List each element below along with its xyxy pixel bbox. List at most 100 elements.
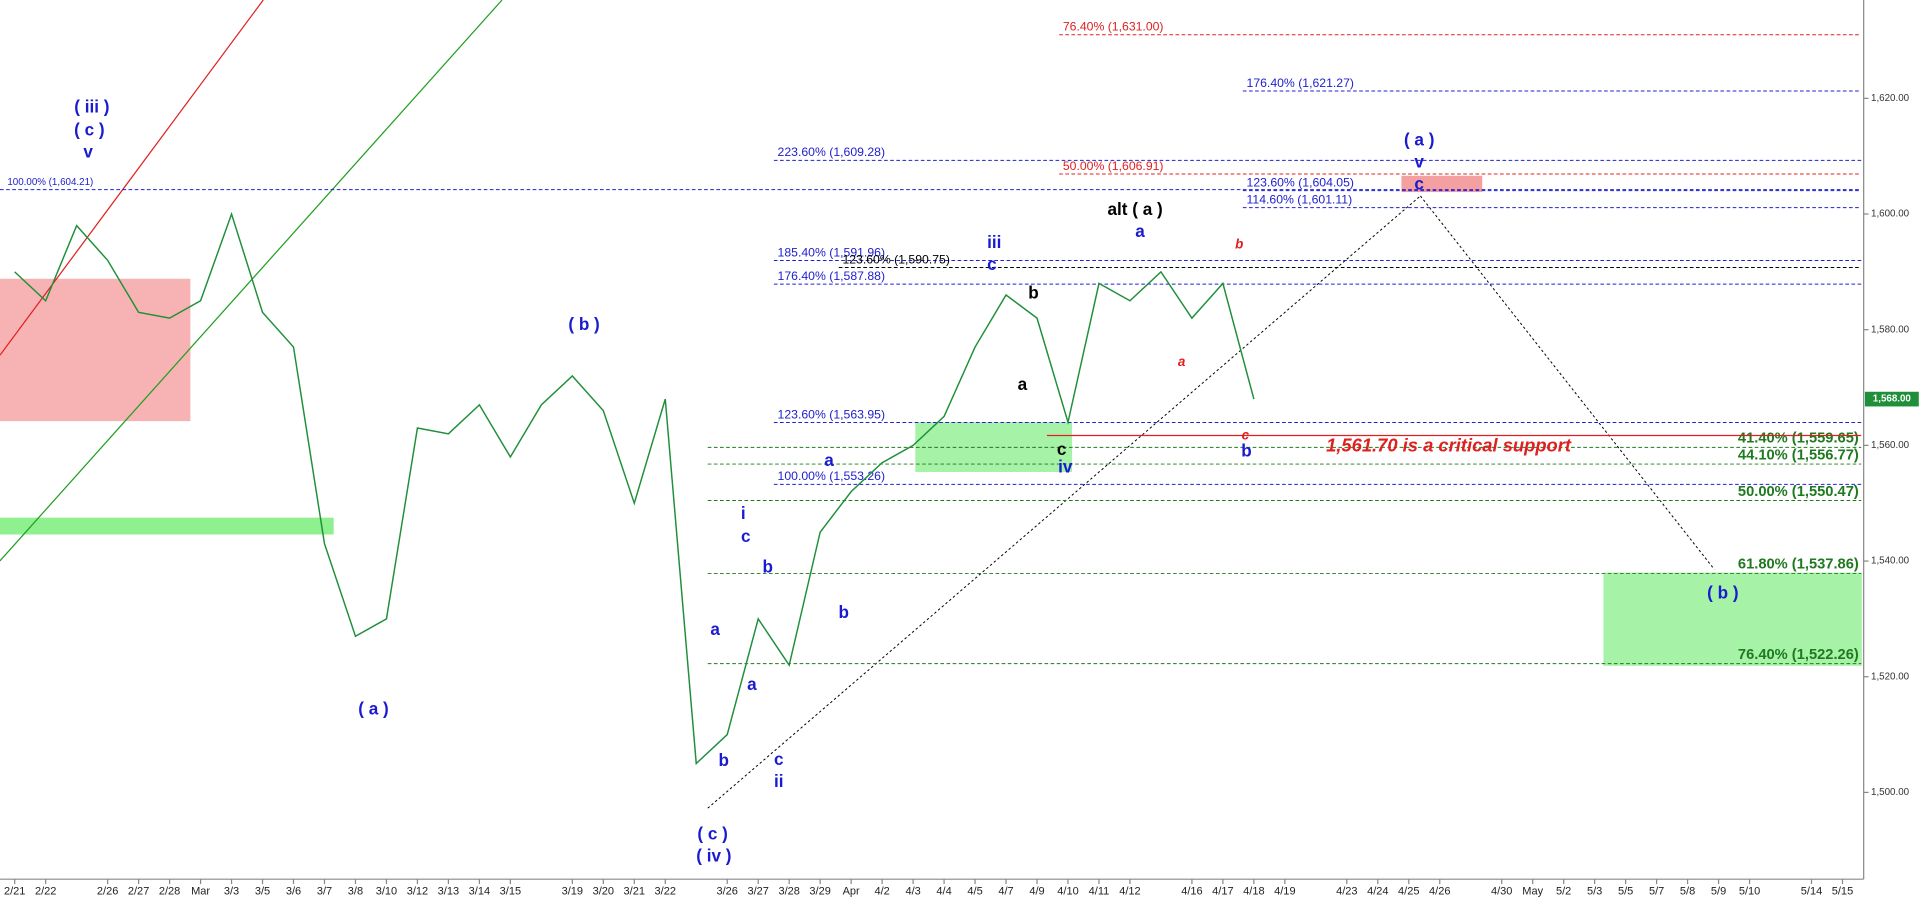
zone bbox=[0, 278, 191, 422]
wave-label: ( c ) bbox=[74, 120, 104, 140]
x-tick-label: 3/10 bbox=[376, 885, 397, 897]
x-tick-label: 4/17 bbox=[1212, 885, 1233, 897]
x-tick-label: 4/2 bbox=[874, 885, 889, 897]
x-tick-label: 4/9 bbox=[1029, 885, 1044, 897]
zone bbox=[1603, 572, 1862, 666]
wave-label: c bbox=[741, 526, 751, 546]
price-tag-label: 1,568.00 bbox=[1873, 394, 1912, 405]
x-tick-label: 3/20 bbox=[593, 885, 614, 897]
y-tick-label: 1,580.00 bbox=[1871, 324, 1910, 335]
wave-label: i bbox=[741, 503, 746, 523]
y-tick-label: 1,500.00 bbox=[1871, 787, 1910, 798]
x-tick-label: 3/5 bbox=[255, 885, 270, 897]
y-tick-label: 1,520.00 bbox=[1871, 671, 1910, 682]
wave-label: b bbox=[718, 750, 728, 770]
x-tick-label: 5/15 bbox=[1832, 885, 1853, 897]
x-tick-label: Mar bbox=[191, 885, 210, 897]
y-tick-label: 1,620.00 bbox=[1871, 93, 1910, 104]
trend-line bbox=[0, 0, 503, 562]
level-label: 185.40% (1,591.96) bbox=[778, 245, 885, 259]
zone bbox=[1401, 175, 1483, 193]
x-tick-label: 4/4 bbox=[936, 885, 951, 897]
x-tick-label: 2/27 bbox=[128, 885, 149, 897]
wave-label: ( b ) bbox=[1707, 582, 1738, 602]
wave-label: a bbox=[824, 450, 834, 470]
x-tick-label: 5/9 bbox=[1711, 885, 1726, 897]
x-tick-label: 4/24 bbox=[1367, 885, 1388, 897]
level-label: 100.00% (1,553.26) bbox=[778, 469, 885, 483]
wave-label: a bbox=[1018, 374, 1028, 394]
x-tick-label: 4/19 bbox=[1274, 885, 1295, 897]
price-line bbox=[14, 211, 1255, 766]
wave-label: ( b ) bbox=[568, 314, 599, 334]
level-label: 41.40% (1,559.65) bbox=[1738, 431, 1859, 447]
level-label: 176.40% (1,621.27) bbox=[1247, 76, 1354, 90]
level-label: 223.60% (1,609.28) bbox=[778, 145, 885, 159]
level-label: 61.80% (1,537.86) bbox=[1738, 557, 1859, 573]
x-tick-label: 3/14 bbox=[469, 885, 490, 897]
level-label: 100.00% (1,604.21) bbox=[7, 177, 93, 188]
x-tick-label: 3/22 bbox=[655, 885, 676, 897]
y-tick-label: 1,560.00 bbox=[1871, 440, 1910, 451]
zone bbox=[0, 517, 334, 535]
wave-label: c bbox=[1414, 173, 1424, 193]
x-tick-label: 5/2 bbox=[1556, 885, 1571, 897]
wave-label: ( a ) bbox=[1404, 129, 1434, 149]
x-tick-label: 3/8 bbox=[348, 885, 363, 897]
level-label: 76.40% (1,522.26) bbox=[1738, 647, 1859, 663]
x-tick-label: 5/5 bbox=[1618, 885, 1633, 897]
wave-label: a bbox=[747, 674, 757, 694]
x-tick-label: 3/21 bbox=[624, 885, 645, 897]
x-tick-label: 4/7 bbox=[998, 885, 1013, 897]
level-label: 123.60% (1,604.05) bbox=[1247, 175, 1354, 189]
x-tick-label: 4/12 bbox=[1119, 885, 1140, 897]
level-label: 123.60% (1,590.75) bbox=[842, 252, 949, 266]
wave-label: a bbox=[1178, 354, 1186, 369]
wave-label: ( iii ) bbox=[74, 96, 109, 116]
level-label: 44.10% (1,556.77) bbox=[1738, 447, 1859, 463]
wave-label: b bbox=[838, 602, 848, 622]
wave-label: a bbox=[1135, 221, 1145, 241]
x-tick-label: 3/7 bbox=[317, 885, 332, 897]
x-tick-label: 3/29 bbox=[809, 885, 830, 897]
x-tick-label: 4/10 bbox=[1057, 885, 1078, 897]
x-tick-label: 4/30 bbox=[1491, 885, 1512, 897]
x-tick-label: 5/3 bbox=[1587, 885, 1602, 897]
x-tick-label: 3/28 bbox=[778, 885, 799, 897]
wave-label: ( a ) bbox=[358, 699, 388, 719]
x-tick-label: Apr bbox=[843, 885, 860, 897]
x-tick-label: 2/28 bbox=[159, 885, 180, 897]
x-tick-label: 4/3 bbox=[905, 885, 920, 897]
x-tick-label: 3/26 bbox=[716, 885, 737, 897]
x-tick-label: 4/18 bbox=[1243, 885, 1264, 897]
wave-label: b bbox=[1028, 282, 1038, 302]
x-tick-label: 4/5 bbox=[967, 885, 982, 897]
level-label: 50.00% (1,606.91) bbox=[1063, 159, 1164, 173]
y-tick-label: 1,600.00 bbox=[1871, 209, 1910, 220]
wave-label: c bbox=[987, 254, 997, 274]
x-tick-label: 4/11 bbox=[1089, 885, 1110, 897]
x-tick-label: 3/19 bbox=[562, 885, 583, 897]
wave-label: c bbox=[1242, 427, 1250, 442]
x-tick-label: 4/23 bbox=[1336, 885, 1357, 897]
support-label: 1,561.70 is a critical support bbox=[1326, 434, 1572, 455]
x-tick-label: 3/3 bbox=[224, 885, 239, 897]
x-tick-label: 5/14 bbox=[1801, 885, 1822, 897]
wave-label: iv bbox=[1058, 456, 1073, 476]
level-label: 114.60% (1,601.11) bbox=[1247, 192, 1353, 206]
wave-label: v bbox=[83, 142, 93, 162]
x-tick-label: 2/21 bbox=[4, 885, 25, 897]
y-tick-label: 1,540.00 bbox=[1871, 556, 1910, 567]
wave-label: c bbox=[1057, 439, 1067, 459]
x-tick-label: 4/26 bbox=[1429, 885, 1450, 897]
wave-label: alt ( a ) bbox=[1108, 199, 1163, 219]
wave-label: b bbox=[763, 557, 773, 577]
x-tick-label: 2/22 bbox=[35, 885, 56, 897]
x-tick-label: 3/12 bbox=[407, 885, 428, 897]
wave-label: ii bbox=[774, 771, 784, 791]
x-tick-label: 5/10 bbox=[1739, 885, 1760, 897]
x-tick-label: 3/6 bbox=[286, 885, 301, 897]
trend-line bbox=[0, 0, 264, 356]
